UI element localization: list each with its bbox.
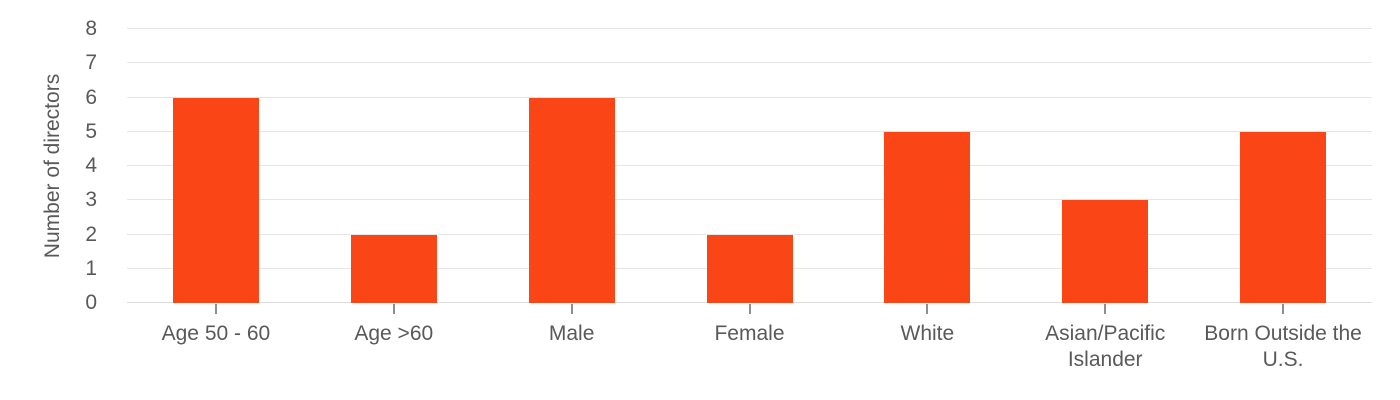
y-tick-label: 3: [85, 188, 97, 212]
x-category-label: Age 50 - 60: [161, 322, 271, 345]
bar: [172, 97, 259, 303]
y-tick-label: 6: [85, 85, 97, 109]
bar: [528, 97, 615, 303]
x-category-label: Asian/Pacific Islander: [1045, 322, 1166, 371]
x-tick-mark: [748, 304, 751, 314]
x-category-label: Born Outside the U.S.: [1204, 322, 1362, 371]
bar: [706, 234, 793, 303]
y-tick-label: 7: [85, 51, 97, 75]
y-tick-label: 4: [85, 154, 97, 177]
x-category-label: White: [900, 322, 955, 345]
bar: [1240, 131, 1327, 303]
y-tick-label: 1: [85, 256, 97, 280]
y-tick-label: 0: [85, 291, 97, 314]
gridline: [127, 96, 1372, 98]
y-tick-label: 5: [85, 119, 97, 143]
x-tick-mark: [570, 304, 573, 314]
bar: [1062, 200, 1149, 303]
x-tick-mark: [1282, 304, 1285, 314]
x-category-label: Age >60: [354, 322, 434, 345]
gridline: [127, 28, 1372, 29]
x-category-label: Female: [714, 322, 785, 345]
gridline: [127, 233, 1372, 235]
x-tick-mark: [926, 304, 929, 314]
bar: [884, 131, 971, 303]
gridline: [127, 199, 1372, 201]
bar: [350, 234, 437, 303]
gridline: [127, 130, 1372, 132]
gridline: [127, 165, 1372, 166]
x-tick-mark: [392, 304, 395, 314]
x-tick-mark: [1104, 304, 1107, 314]
gridline: [127, 62, 1372, 64]
y-tick-label: 2: [85, 222, 97, 246]
x-category-label: Male: [548, 322, 595, 345]
y-tick-label: 8: [85, 17, 97, 40]
x-tick-mark: [214, 304, 217, 314]
